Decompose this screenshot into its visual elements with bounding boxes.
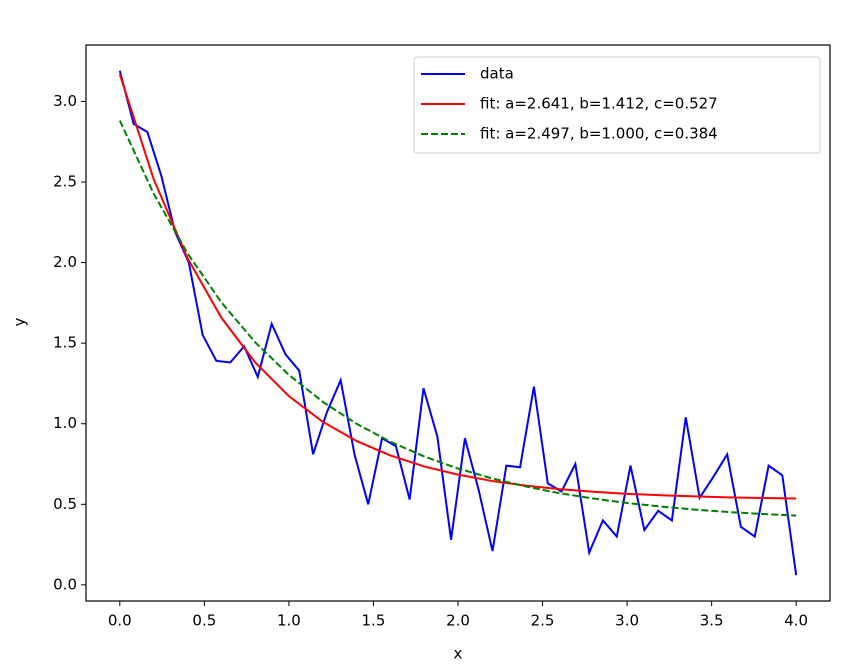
x-tick-label: 0.0	[108, 612, 132, 630]
legend-box	[413, 56, 821, 154]
series-line	[118, 120, 797, 517]
x-tick-label: 4.0	[784, 612, 808, 630]
y-tick-label: 2.5	[53, 172, 77, 190]
x-tick-label: 3.5	[700, 612, 724, 630]
x-tick-label: 1.5	[362, 612, 386, 630]
x-tick-label: 2.0	[446, 612, 470, 630]
y-tick-label: 0.0	[53, 575, 77, 593]
series-line	[118, 74, 797, 500]
y-tick-label: 0.5	[53, 495, 77, 513]
y-tick-label: 1.5	[53, 334, 77, 352]
x-tick-label: 1.0	[277, 612, 301, 630]
legend-label: data	[480, 65, 514, 83]
x-tick-label: 3.0	[615, 612, 639, 630]
legend-label: fit: a=2.497, b=1.000, c=0.384	[480, 125, 718, 143]
x-tick-label: 2.5	[531, 612, 555, 630]
y-axis-label: y	[11, 317, 29, 326]
y-tick-label: 3.0	[53, 92, 77, 110]
series-line	[118, 70, 798, 576]
y-tick-label: 2.0	[53, 253, 77, 271]
y-tick-label: 1.0	[53, 414, 77, 432]
x-axis-label: x	[454, 645, 463, 663]
legend-label: fit: a=2.641, b=1.412, c=0.527	[480, 95, 718, 113]
x-tick-label: 0.5	[192, 612, 216, 630]
plot-frame	[85, 44, 831, 602]
